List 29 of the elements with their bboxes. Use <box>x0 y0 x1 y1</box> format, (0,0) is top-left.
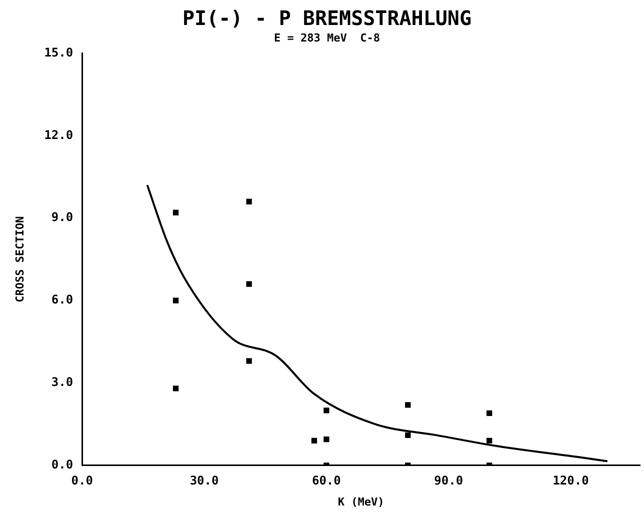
x-tick-label: 90.0 <box>434 474 464 488</box>
y-tick-label: 0.0 <box>51 458 74 472</box>
y-tick-label: 9.0 <box>51 210 74 224</box>
line-series <box>146 184 608 462</box>
point <box>486 438 492 444</box>
y-tick-label: 15.0 <box>44 45 74 60</box>
y-tick-label: 12.0 <box>44 128 74 142</box>
point <box>172 210 179 216</box>
chart-title: PI(-) - P BREMSSTRAHLUNG <box>182 6 472 30</box>
x-axis-title: K (MeV) <box>338 495 384 508</box>
point <box>246 281 252 287</box>
point <box>246 358 252 364</box>
y-tick-label: 6.0 <box>51 292 74 307</box>
x-tick-label: 60.0 <box>312 474 341 488</box>
point <box>311 438 318 444</box>
x-tick-label: 120.0 <box>552 474 589 488</box>
y-tick-label: 3.0 <box>51 375 74 390</box>
x-tick-label: 30.0 <box>190 474 219 488</box>
point <box>324 408 330 414</box>
point <box>405 432 411 438</box>
x-tick-label: 0.0 <box>71 474 93 488</box>
point <box>324 436 330 442</box>
point <box>172 386 179 392</box>
chart-subtitle: E = 283 MeV C-8 <box>274 31 380 44</box>
point <box>405 402 411 408</box>
point <box>172 298 179 304</box>
y-axis-title: CROSS SECTION <box>13 216 26 302</box>
point <box>486 410 492 416</box>
point <box>246 198 252 204</box>
